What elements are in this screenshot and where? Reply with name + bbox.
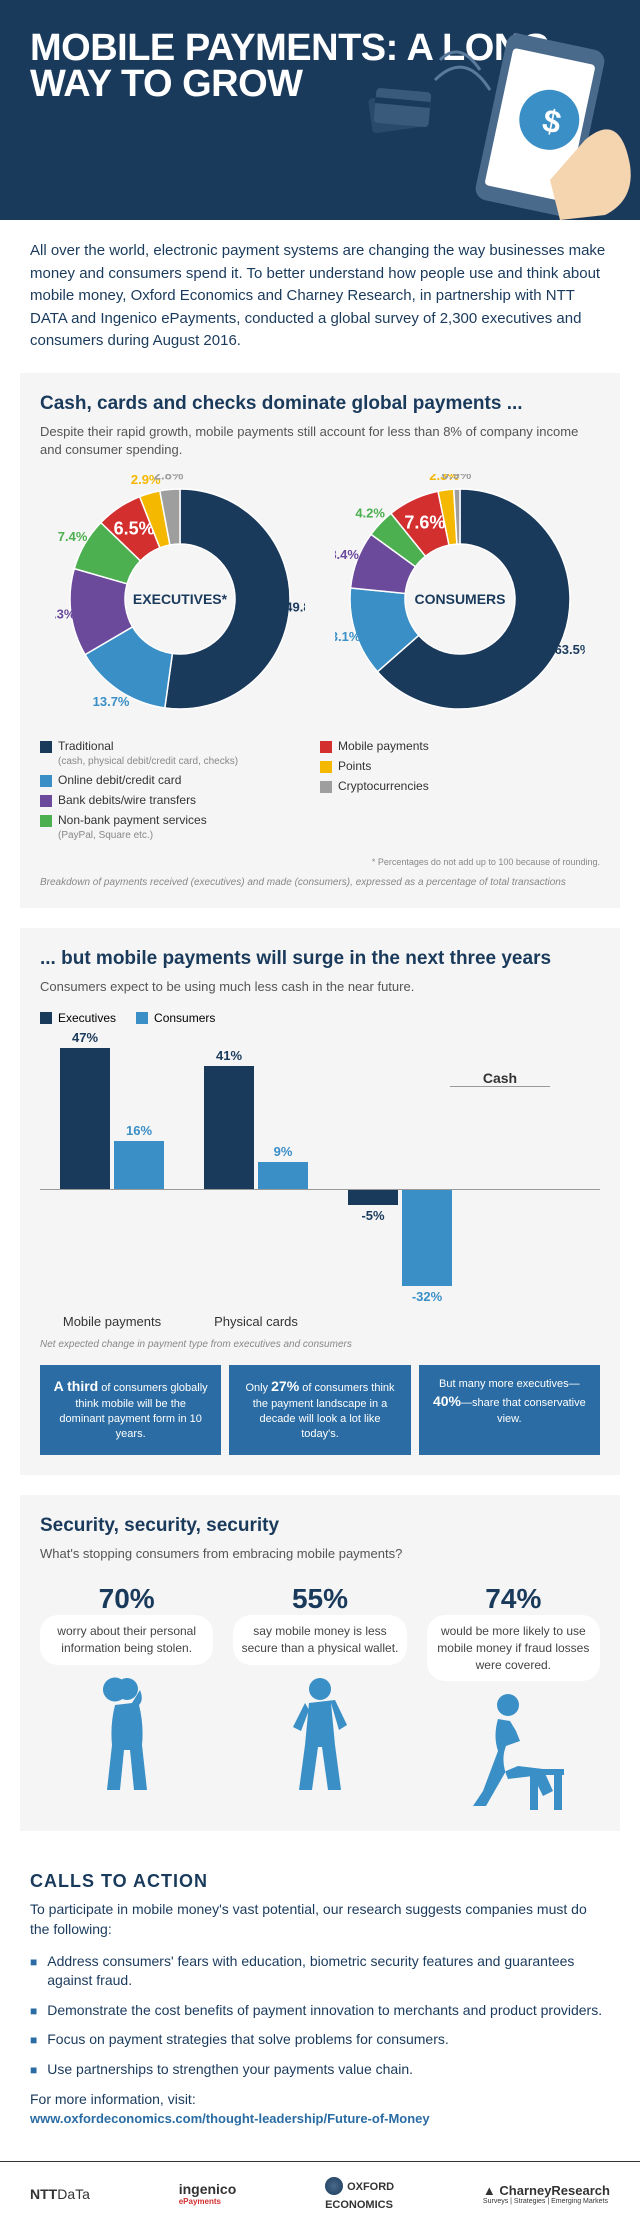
donut-consumers: 63.5%13.1%8.4%4.2%7.6%2.3%0.9% CONSUMERS: [335, 474, 585, 724]
section-bars: ... but mobile payments will surge in th…: [20, 928, 620, 1475]
legend-item: Cryptocurrencies: [320, 779, 600, 793]
info-link[interactable]: www.oxfordeconomics.com/thought-leadersh…: [30, 2111, 430, 2126]
svg-text:7.4%: 7.4%: [58, 529, 88, 544]
security-stat: 74%would be more likely to use mobile mo…: [427, 1583, 600, 1811]
section1-title: Cash, cards and checks dominate global p…: [40, 393, 600, 415]
footer-logos: NTTDaTa ingenicoePayments OXFORDECONOMICS ▲…: [0, 2161, 640, 2226]
svg-text:13.7%: 13.7%: [93, 694, 130, 709]
svg-text:12.3%: 12.3%: [55, 606, 76, 621]
svg-text:0.9%: 0.9%: [442, 474, 472, 482]
cta-item: Use partnerships to strengthen your paym…: [30, 2060, 610, 2080]
svg-text:2.8%: 2.8%: [154, 474, 184, 483]
phone-hand-icon: $: [430, 10, 640, 220]
svg-text:63.5%: 63.5%: [555, 642, 585, 657]
section2-title: ... but mobile payments will surge in th…: [40, 948, 600, 970]
cta-item: Focus on payment strategies that solve p…: [30, 2030, 610, 2050]
bars-legend: ExecutivesConsumers: [40, 1011, 600, 1025]
security-stat: 70%worry about their personal informatio…: [40, 1583, 213, 1811]
donut-executives: 49.8%13.7%12.3%7.4%6.5%2.9%2.8% EXECUTIV…: [55, 474, 305, 724]
legend-item: Traditional(cash, physical debit/credit …: [40, 739, 320, 767]
svg-text:8.4%: 8.4%: [335, 547, 359, 562]
section-donuts: Cash, cards and checks dominate global p…: [20, 373, 620, 908]
partner-logo: OXFORDECONOMICS: [325, 2177, 394, 2211]
bar-chart: 47%16%41%9%: [40, 1040, 600, 1190]
partner-logo: ingenicoePayments: [179, 2181, 237, 2206]
header: MOBILE PAYMENTS: A LONG WAY TO GROW $: [0, 0, 640, 220]
stat-box: But many more executives—40%—share that …: [419, 1365, 600, 1455]
legend-item: Non-bank payment services(PayPal, Square…: [40, 813, 320, 841]
svg-text:13.1%: 13.1%: [335, 629, 361, 644]
stat-box: A third of consumers globally think mobi…: [40, 1365, 221, 1455]
credit-cards-icon: [360, 80, 440, 140]
legend-item: Points: [320, 759, 600, 773]
svg-text:6.5%: 6.5%: [114, 518, 155, 538]
svg-text:7.6%: 7.6%: [404, 512, 445, 532]
legend-item: Bank debits/wire transfers: [40, 793, 320, 807]
section1-subhead: Despite their rapid growth, mobile payme…: [40, 423, 600, 459]
section3-title: Security, security, security: [40, 1515, 600, 1537]
calls-to-action: CALLS TO ACTION To participate in mobile…: [0, 1851, 640, 2160]
partner-logo: NTTDaTa: [30, 2186, 90, 2202]
intro-text: All over the world, electronic payment s…: [0, 220, 640, 373]
section-security: Security, security, security What's stop…: [20, 1495, 620, 1832]
partner-logo: ▲ CharneyResearchSurveys | Strategies | …: [483, 2182, 610, 2205]
stat-box: Only 27% of consumers think the payment …: [229, 1365, 410, 1455]
svg-text:49.8%: 49.8%: [285, 599, 305, 614]
section2-subhead: Consumers expect to be using much less c…: [40, 978, 600, 996]
cta-item: Demonstrate the cost benefits of payment…: [30, 2001, 610, 2021]
legend-item: Mobile payments: [320, 739, 600, 753]
cta-item: Address consumers' fears with education,…: [30, 1952, 610, 1991]
section3-subhead: What's stopping consumers from embracing…: [40, 1545, 600, 1563]
donut-legend: Traditional(cash, physical debit/credit …: [40, 739, 600, 847]
stat-boxes: A third of consumers globally think mobi…: [40, 1365, 600, 1455]
legend-item: Online debit/credit card: [40, 773, 320, 787]
svg-text:4.2%: 4.2%: [355, 505, 385, 520]
security-stat: 55%say mobile money is less secure than …: [233, 1583, 406, 1811]
